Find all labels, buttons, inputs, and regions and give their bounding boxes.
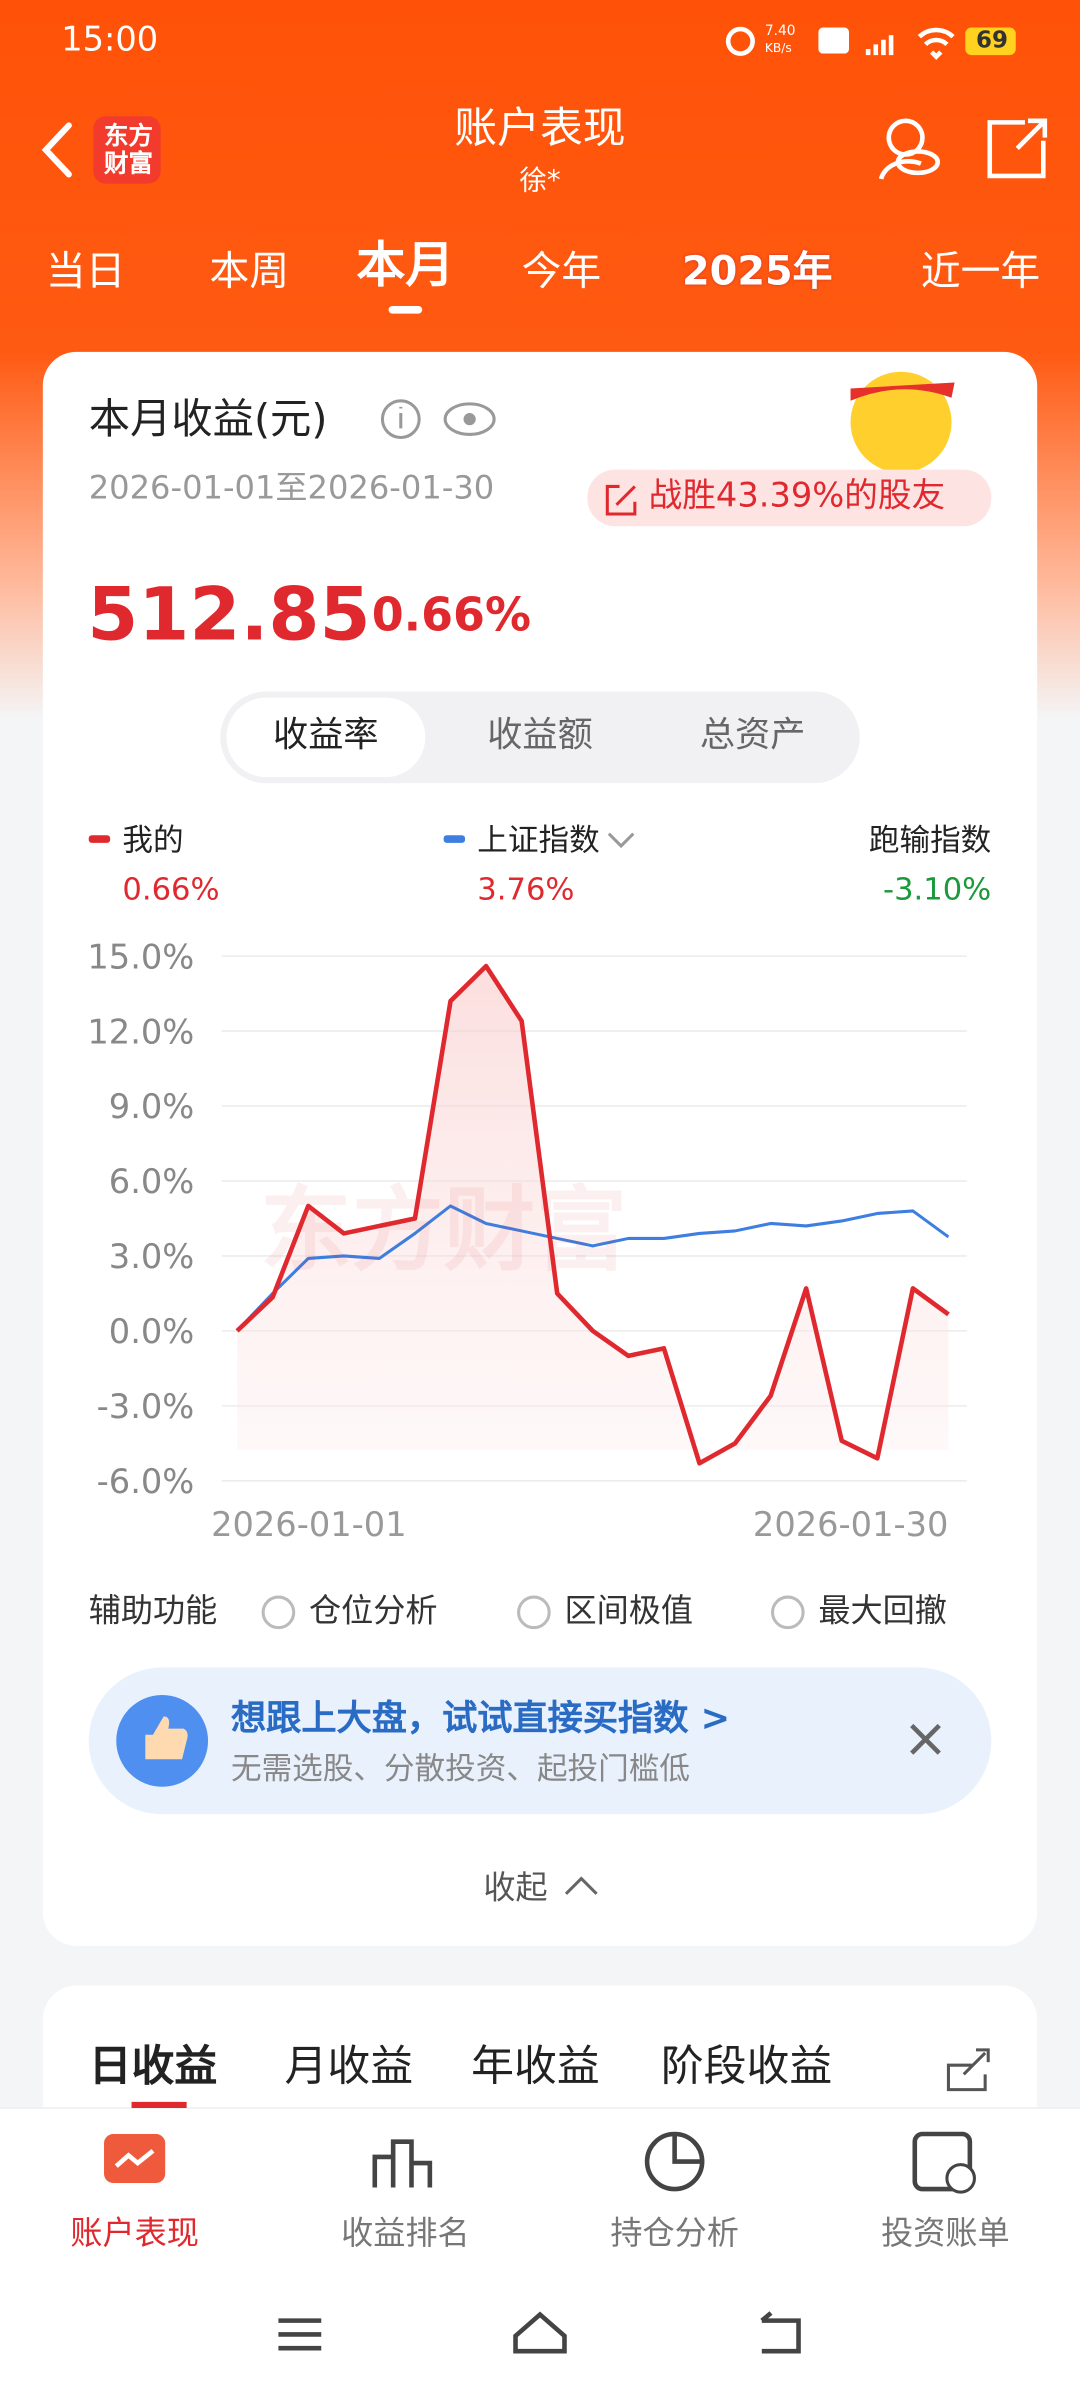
logo: 东方财富 — [103, 120, 153, 178]
collapse[interactable]: 收起 — [483, 1869, 548, 1907]
status-icons — [725, 26, 1016, 60]
extra-index-name: 跑输指数 — [868, 821, 992, 859]
segment[interactable]: 收益额 — [487, 715, 593, 756]
legend-value: 0.66% — [122, 870, 220, 908]
y-tick-label: 6.0% — [109, 1162, 194, 1201]
legend-label: 我的 — [122, 821, 184, 859]
line — [236, 1204, 950, 1332]
card-icons — [88, 371, 992, 849]
profit-tab[interactable]: 日收益 — [88, 2040, 218, 2092]
line — [235, 963, 950, 1466]
area — [237, 966, 949, 1464]
nav-item[interactable]: 账户表现 — [70, 2215, 199, 2252]
title: 账户表现 — [454, 102, 626, 153]
nav-item[interactable]: 投资账单 — [881, 2215, 1010, 2252]
date-range: 2026-01-01至2026-01-30 — [88, 469, 495, 507]
amount: 512.85 — [87, 572, 371, 658]
speed: 7.40 — [764, 24, 796, 40]
radio[interactable] — [261, 1595, 296, 1630]
speed-unit: KB/s — [764, 41, 792, 56]
card-title: 本月收益(元) — [88, 396, 328, 444]
percent: 0.66% — [371, 588, 531, 643]
y-tick-label: -3.0% — [97, 1387, 195, 1426]
badge[interactable]: 战胜43.39%的股友 — [648, 477, 946, 516]
aux-label: 辅助功能 — [88, 1592, 218, 1630]
y-tick-label: 15.0% — [87, 937, 194, 976]
period-tab[interactable]: 2025年 — [681, 249, 833, 296]
nav-item[interactable]: 持仓分析 — [610, 2215, 739, 2252]
x-tick-label: 2026-01-01 — [211, 1505, 407, 1544]
period-tab[interactable]: 近一年 — [920, 249, 1041, 296]
segment[interactable]: 总资产 — [699, 715, 806, 756]
radio[interactable] — [770, 1595, 805, 1630]
promo[interactable] — [88, 1667, 992, 1815]
tab-indicator — [388, 305, 423, 314]
y-tick-label: 3.0% — [109, 1237, 194, 1276]
x-tick-label: 2026-01-30 — [753, 1505, 949, 1544]
profit-indicator — [131, 2101, 187, 2108]
battery: 69 — [975, 26, 1008, 54]
segment[interactable]: 收益率 — [273, 715, 379, 756]
aux-option[interactable]: 仓位分析 — [309, 1592, 438, 1630]
promo-title[interactable]: 想跟上大盘，试试直接买指数 > — [230, 1699, 731, 1740]
legend-label[interactable]: 上证指数 — [477, 821, 600, 859]
extra-index-value: -3.10% — [883, 870, 992, 908]
y-tick-label: -6.0% — [97, 1462, 195, 1501]
promo-subtitle: 无需选股、分散投资、起投门槛低 — [230, 1750, 690, 1787]
period-tab[interactable]: 今年 — [521, 249, 602, 296]
profit-tab[interactable]: 年收益 — [471, 2040, 600, 2092]
period-tab[interactable]: 本周 — [209, 249, 290, 296]
promo-icons — [116, 1694, 941, 1895]
profit-tab[interactable]: 阶段收益 — [660, 2040, 833, 2092]
period-tab[interactable]: 本月 — [356, 235, 455, 294]
aux-option[interactable]: 最大回撤 — [818, 1592, 947, 1630]
header-icons — [41, 116, 1048, 184]
subtitle: 徐* — [519, 165, 561, 198]
y-tick-label: 0.0% — [109, 1312, 194, 1351]
nav-item[interactable]: 收益排名 — [341, 2215, 470, 2252]
y-tick-label: 9.0% — [109, 1087, 194, 1126]
y-tick-label: 12.0% — [87, 1012, 194, 1051]
aux-option[interactable]: 区间极值 — [564, 1592, 693, 1630]
legend-value: 3.76% — [477, 870, 575, 908]
profit-tab[interactable]: 月收益 — [284, 2040, 414, 2092]
watermark: 东方财富 — [260, 1177, 628, 1285]
radio[interactable] — [517, 1595, 551, 1630]
time: 15:00 — [61, 21, 159, 60]
period-tab[interactable]: 当日 — [45, 249, 126, 296]
